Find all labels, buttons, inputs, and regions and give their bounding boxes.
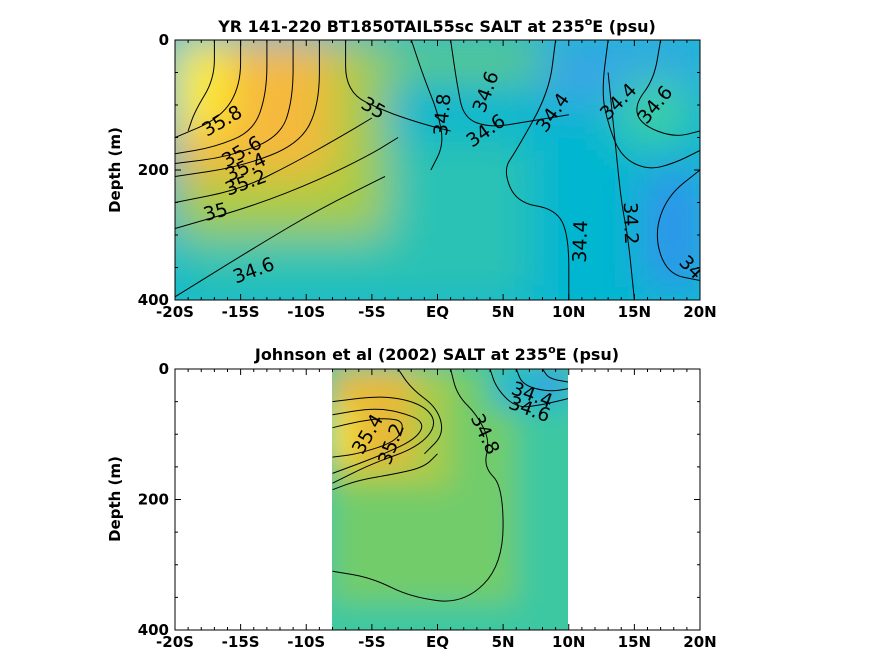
x-tick-label: -15S [222, 633, 260, 651]
contour-label: 34.4 [569, 220, 592, 263]
x-axis: -20S -15S -10S -5S EQ 5N 10N 15N 20N [156, 40, 717, 321]
panel-observed-salinity: Johnson et al (2002) SALT at 235oE (psu)… [106, 343, 717, 651]
color-region [535, 369, 568, 392]
x-tick-label: -10S [287, 303, 325, 321]
y-tick-label: 0 [159, 360, 169, 378]
contour-line [397, 369, 443, 455]
x-tick-label: -15S [222, 303, 260, 321]
panel-title: YR 141-220 BT1850TAIL55sc SALT at 235oE … [217, 15, 656, 36]
y-tick-label: 0 [159, 31, 169, 49]
plot-area: 35.435.2 34.834.434.6 -20S -15S -10S -5S EQ 5N… [138, 360, 717, 651]
contour-lines [175, 40, 700, 300]
y-tick-label: 400 [138, 291, 169, 309]
contour-label: 34.2 [619, 202, 642, 245]
contour-line [410, 40, 443, 171]
contour-line [636, 40, 700, 136]
y-axis: 0 200 400 [138, 360, 700, 639]
contour-line [332, 418, 403, 458]
contour-line [542, 369, 568, 383]
x-tick-label: EQ [426, 303, 449, 321]
contour-lines [332, 369, 568, 602]
x-tick-label: 10N [552, 303, 585, 321]
x-tick-label: -5S [358, 633, 385, 651]
color-region [647, 170, 700, 287]
panel-title: Johnson et al (2002) SALT at 235oE (psu) [254, 343, 619, 364]
x-tick-label: -20S [156, 303, 194, 321]
x-tick-label: 15N [618, 633, 651, 651]
panel-model-salinity: YR 141-220 BT1850TAIL55sc SALT at 235oE … [106, 15, 717, 321]
contour-line [505, 40, 570, 300]
contour-line [602, 40, 700, 169]
y-axis-label: Depth (m) [106, 127, 124, 213]
contour-line [489, 369, 568, 408]
y-tick-label: 200 [138, 161, 169, 179]
contour-line [332, 408, 423, 474]
contour-line [175, 117, 373, 203]
contour-line [607, 72, 635, 300]
y-axis: 0 200 400 [138, 31, 700, 309]
x-tick-label: -10S [287, 633, 325, 651]
contour-line [175, 176, 386, 298]
x-tick-label: 5N [492, 633, 515, 651]
color-region [621, 79, 687, 144]
x-axis: -20S -15S -10S -5S EQ 5N 10N 15N 20N [156, 369, 717, 651]
y-axis-label: Depth (m) [106, 456, 124, 542]
color-field [332, 369, 568, 630]
contour-label: 34.8 [430, 93, 456, 137]
contour-line [332, 453, 438, 491]
contour-line [515, 369, 568, 392]
y-tick-label: 200 [138, 491, 169, 509]
color-field [175, 40, 700, 300]
x-tick-label: EQ [426, 633, 449, 651]
contour-line [175, 40, 294, 164]
contour-line [332, 369, 504, 602]
contour-line [175, 40, 242, 138]
x-tick-label: 15N [618, 303, 651, 321]
y-tick-label: 400 [138, 621, 169, 639]
x-tick-label: -5S [358, 303, 385, 321]
x-tick-label: 10N [552, 633, 585, 651]
contour-line [175, 40, 320, 177]
x-tick-label: 5N [492, 303, 515, 321]
contour-line [345, 40, 451, 132]
contour-line [175, 137, 399, 229]
contour-line [450, 40, 569, 127]
contour-line [332, 396, 435, 484]
x-tick-label: -20S [156, 633, 194, 651]
contour-line [187, 40, 215, 132]
contour-line [656, 169, 700, 281]
color-region [332, 408, 353, 461]
x-tick-label: 20N [683, 633, 716, 651]
x-tick-label: 20N [683, 303, 716, 321]
contour-line [175, 40, 268, 155]
